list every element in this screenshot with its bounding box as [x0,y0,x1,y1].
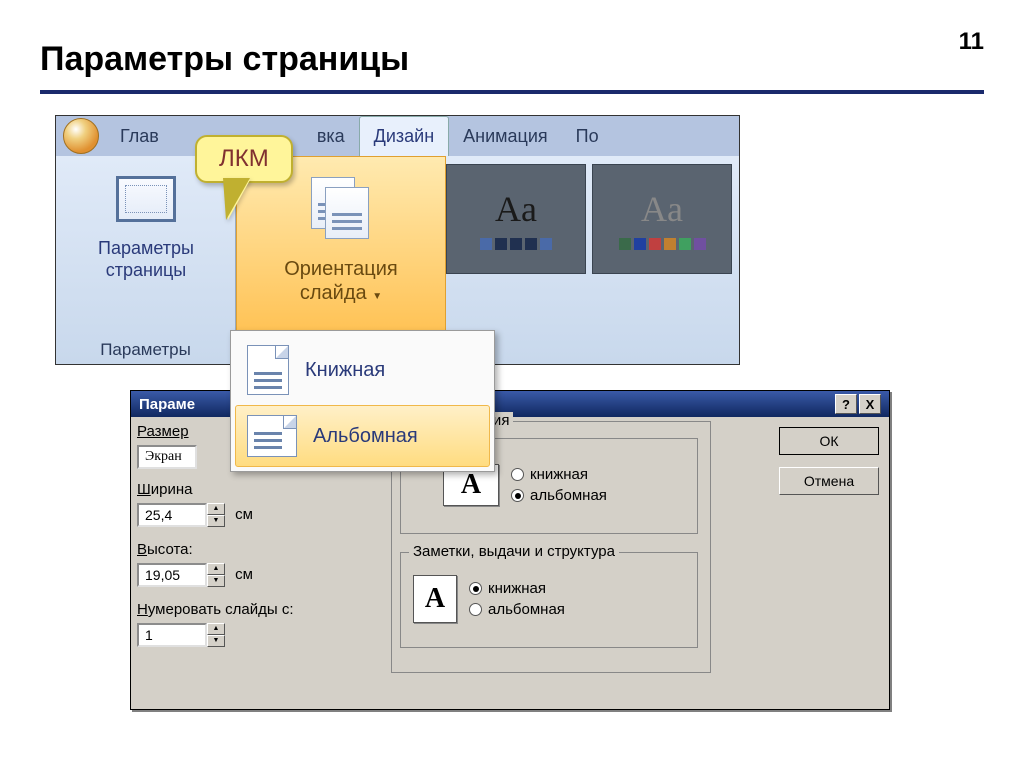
dialog-title-text: Параме [139,396,195,413]
tab-next-partial[interactable]: По [562,116,613,156]
page-setup-icon [116,176,176,222]
width-label: Ширина [137,481,192,498]
height-input[interactable] [137,563,207,587]
height-spinner[interactable]: ▲▼ [137,563,225,587]
spinner-arrows[interactable]: ▲▼ [207,503,225,527]
callout: ЛКМ [195,135,293,220]
callout-label: ЛКМ [195,135,293,183]
theme-colors-1 [480,238,552,250]
tab-insert-partial[interactable]: вка [303,116,359,156]
orientation-icon [311,177,371,237]
notes-orient-icon: A [413,575,457,623]
close-icon: X [866,397,875,412]
page-number: 11 [959,28,984,56]
radio-notes-landscape[interactable]: альбомная [469,601,565,618]
theme-tile-2[interactable]: Aa [592,164,732,274]
theme-preview-text: Aa [641,188,683,230]
notes-legend: Заметки, выдачи и структура [409,543,619,560]
group-label-params: Параметры [56,340,235,360]
title-underline [40,90,984,94]
landscape-icon [247,415,297,457]
radio-slides-landscape[interactable]: альбомная [511,487,607,504]
page-setup-label: Параметры страницы [62,234,230,281]
size-select[interactable] [137,445,197,469]
width-spinner[interactable]: ▲▼ [137,503,225,527]
orientation-dropdown: Книжная Альбомная [230,330,495,472]
theme-tile-1[interactable]: Aa [446,164,586,274]
callout-tail [225,180,250,220]
cancel-button[interactable]: Отмена [779,467,879,495]
dropdown-label-portrait: Книжная [305,359,385,382]
number-from-input[interactable] [137,623,207,647]
ribbon-group-themes: Aa Aa [446,156,740,326]
ok-button[interactable]: ОК [779,427,879,455]
height-unit: см [235,566,253,583]
notes-fieldset: Заметки, выдачи и структура A книжная ал… [400,552,698,648]
ribbon-area: Глав вка Дизайн Анимация По Параметры ст… [55,115,740,365]
dropdown-item-landscape[interactable]: Альбомная [235,405,490,467]
spinner-arrows[interactable]: ▲▼ [207,623,225,647]
height-label: Высота: [137,541,193,558]
close-button[interactable]: X [859,394,881,414]
tab-design[interactable]: Дизайн [359,116,450,156]
ribbon-tabs: Глав вка Дизайн Анимация По [56,116,739,156]
page-title: Параметры страницы [40,40,409,79]
size-label: Размер [137,423,189,440]
width-input[interactable] [137,503,207,527]
width-unit: см [235,506,253,523]
slide-orientation-label: Ориентация слайда ▼ [237,257,445,305]
tab-animation[interactable]: Анимация [449,116,562,156]
theme-colors-2 [619,238,706,250]
portrait-icon [247,345,289,395]
theme-preview-text: Aa [495,188,537,230]
office-logo-icon [63,118,99,154]
radio-notes-portrait[interactable]: книжная [469,580,565,597]
dropdown-label-landscape: Альбомная [313,425,418,448]
number-from-label: Нумеровать слайды с: [137,601,294,618]
help-button[interactable]: ? [835,394,857,414]
office-button[interactable] [56,116,106,156]
dropdown-item-portrait[interactable]: Книжная [235,335,490,405]
number-from-spinner[interactable]: ▲▼ [137,623,225,647]
tab-home[interactable]: Глав [106,116,173,156]
radio-slides-portrait[interactable]: книжная [511,466,607,483]
spinner-arrows[interactable]: ▲▼ [207,563,225,587]
